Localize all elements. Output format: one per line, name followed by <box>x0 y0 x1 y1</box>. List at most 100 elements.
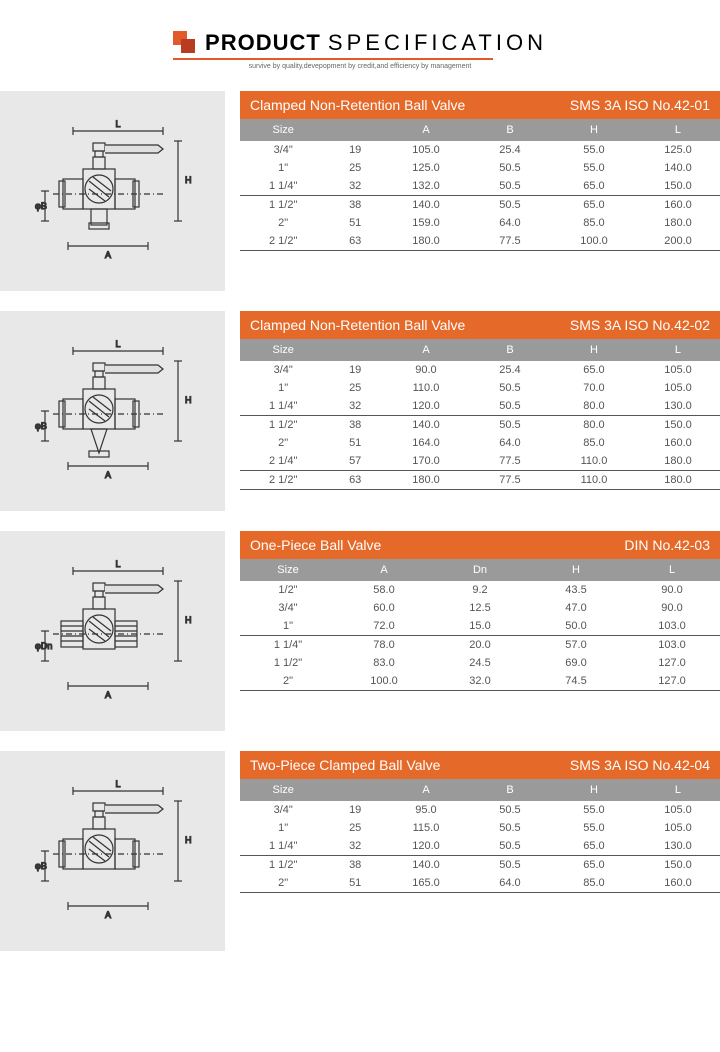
table-cell: Clamped Non-Retention Ball Valve SMS 3A I… <box>240 91 720 291</box>
table-cell-value: 103.0 <box>624 636 720 655</box>
svg-text:H: H <box>185 835 192 845</box>
svg-text:A: A <box>104 250 110 260</box>
table-cell-value: 105.0 <box>636 801 720 819</box>
table-cell-value: 110.0 <box>552 452 636 471</box>
column-header: Size <box>240 779 326 801</box>
table-cell-value: 20.0 <box>432 636 528 655</box>
section-titlebar: One-Piece Ball Valve DIN No.42-03 <box>240 531 720 559</box>
table-row: 1"72.015.050.0103.0 <box>240 617 720 636</box>
column-header: L <box>636 779 720 801</box>
table-cell: Clamped Non-Retention Ball Valve SMS 3A I… <box>240 311 720 511</box>
table-cell-value: 1 1/4" <box>240 177 326 196</box>
table-cell-value: 57.0 <box>528 636 624 655</box>
section-standards: DIN No.42-03 <box>624 537 710 553</box>
table-cell-value: 77.5 <box>468 452 552 471</box>
column-header <box>326 339 384 361</box>
table-cell-value: 150.0 <box>636 177 720 196</box>
table-cell-value: 50.5 <box>468 819 552 837</box>
header-tagline: survive by quality,devepopment by credit… <box>173 63 547 70</box>
section-standards: SMS 3A ISO No.42-01 <box>570 97 710 113</box>
svg-text:A: A <box>104 910 110 920</box>
table-cell-value: 105.0 <box>636 361 720 379</box>
column-header: H <box>528 559 624 581</box>
svg-text:H: H <box>185 395 192 405</box>
table-cell-value: 50.5 <box>468 416 552 435</box>
table-row: 2"51165.064.085.0160.0 <box>240 874 720 893</box>
section-standards: SMS 3A ISO No.42-02 <box>570 317 710 333</box>
table-cell-value: 77.5 <box>468 471 552 490</box>
table-cell-value: 120.0 <box>384 837 468 856</box>
spec-table: SizeADnHL1/2"58.09.243.590.03/4"60.012.5… <box>240 559 720 691</box>
column-header: L <box>636 339 720 361</box>
table-cell-value: 32 <box>326 177 384 196</box>
table-cell-value: 65.0 <box>552 837 636 856</box>
section-standards: SMS 3A ISO No.42-04 <box>570 757 710 773</box>
table-row: 3/4"19105.025.455.0125.0 <box>240 141 720 159</box>
table-cell-value: 38 <box>326 416 384 435</box>
spec-section: LHφDnAOne-Piece Ball ValveDIN No.42-03Si… <box>0 531 720 731</box>
column-header: A <box>336 559 432 581</box>
section-title: Two-Piece Clamped Ball Valve <box>250 757 440 773</box>
table-cell-value: 65.0 <box>552 196 636 215</box>
section-titlebar: Clamped Non-Retention Ball Valve SMS 3A I… <box>240 311 720 339</box>
diagram-cell: LHφBA <box>0 751 225 951</box>
table-cell-value: 65.0 <box>552 856 636 875</box>
section-title: Clamped Non-Retention Ball Valve <box>250 317 465 333</box>
column-header: L <box>624 559 720 581</box>
table-cell-value: 140.0 <box>384 416 468 435</box>
table-cell-value: 3/4" <box>240 599 336 617</box>
table-cell-value: 85.0 <box>552 434 636 452</box>
table-cell-value: 55.0 <box>552 159 636 177</box>
table-cell-value: 63 <box>326 232 384 251</box>
table-row: 1 1/2"38140.050.580.0150.0 <box>240 416 720 435</box>
table-cell-value: 38 <box>326 196 384 215</box>
column-header: B <box>468 119 552 141</box>
spec-section: LHφBAClamped Non-Retention Ball ValveSMS… <box>0 311 720 511</box>
table-cell-value: 90.0 <box>384 361 468 379</box>
svg-text:L: L <box>115 559 120 569</box>
table-row: 3/4"1995.050.555.0105.0 <box>240 801 720 819</box>
table-cell-value: 60.0 <box>336 599 432 617</box>
table-cell-value: 51 <box>326 434 384 452</box>
table-cell-value: 50.5 <box>468 159 552 177</box>
column-header: H <box>552 119 636 141</box>
table-cell-value: 55.0 <box>552 801 636 819</box>
table-cell-value: 125.0 <box>636 141 720 159</box>
table-cell-value: 64.0 <box>468 434 552 452</box>
table-cell-value: 64.0 <box>468 874 552 893</box>
section-title: Clamped Non-Retention Ball Valve <box>250 97 465 113</box>
table-cell-value: 70.0 <box>552 379 636 397</box>
title-right: SPECIFICATION <box>328 30 547 55</box>
logo-row: PRODUCT SPECIFICATION <box>173 30 547 56</box>
column-header: A <box>384 339 468 361</box>
table-cell-value: 58.0 <box>336 581 432 599</box>
table-row: 1 1/4"32120.050.580.0130.0 <box>240 397 720 416</box>
diagram-cell: LHφDnA <box>0 531 225 731</box>
table-cell-value: 1 1/2" <box>240 416 326 435</box>
column-header: H <box>552 779 636 801</box>
diagram-cell: LHφBA <box>0 91 225 291</box>
table-cell-value: 127.0 <box>624 672 720 691</box>
table-cell-value: 103.0 <box>624 617 720 636</box>
table-cell-value: 32.0 <box>432 672 528 691</box>
table-row: 1 1/4"32120.050.565.0130.0 <box>240 837 720 856</box>
column-header: B <box>468 339 552 361</box>
table-cell-value: 1 1/2" <box>240 856 326 875</box>
column-header: Size <box>240 119 326 141</box>
table-cell-value: 180.0 <box>384 232 468 251</box>
table-cell-value: 25.4 <box>468 361 552 379</box>
table-cell-value: 83.0 <box>336 654 432 672</box>
table-cell-value: 50.5 <box>468 801 552 819</box>
table-row: 1 1/2"38140.050.565.0150.0 <box>240 856 720 875</box>
table-cell: One-Piece Ball ValveDIN No.42-03SizeADnH… <box>240 531 720 731</box>
column-header: Dn <box>432 559 528 581</box>
table-cell-value: 140.0 <box>384 856 468 875</box>
table-cell-value: 50.5 <box>468 397 552 416</box>
column-header: B <box>468 779 552 801</box>
svg-text:φDn: φDn <box>35 641 52 651</box>
table-cell-value: 80.0 <box>552 416 636 435</box>
table-cell-value: 55.0 <box>552 819 636 837</box>
section-title: One-Piece Ball Valve <box>250 537 381 553</box>
table-cell-value: 180.0 <box>636 214 720 232</box>
table-cell-value: 1/2" <box>240 581 336 599</box>
